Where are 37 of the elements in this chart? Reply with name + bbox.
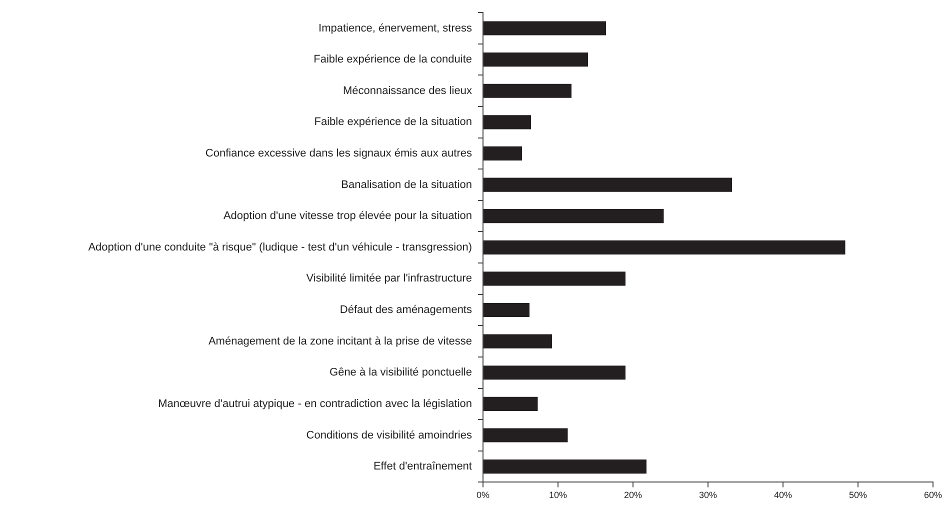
bar bbox=[484, 146, 522, 161]
bar bbox=[484, 21, 606, 36]
y-tick-label: Méconnaissance des lieux bbox=[342, 84, 472, 97]
y-tick-label: Gêne à la visibilité ponctuelle bbox=[330, 366, 472, 379]
bar bbox=[484, 272, 626, 286]
y-tick-label: Faible expérience de la situation bbox=[314, 116, 472, 128]
y-tick-label: Faible expérience de la conduite bbox=[314, 54, 472, 66]
bar bbox=[484, 84, 572, 98]
bar bbox=[484, 178, 732, 192]
bar bbox=[484, 396, 538, 411]
y-tick-label: Banalisation de la situation bbox=[341, 178, 472, 191]
bar bbox=[484, 209, 664, 224]
x-tick-label: 60% bbox=[924, 490, 942, 500]
bar bbox=[484, 240, 846, 254]
bar bbox=[484, 428, 568, 442]
bar bbox=[484, 334, 552, 348]
x-tick-label: 40% bbox=[774, 490, 792, 500]
y-tick-label: Conditions de visibilité amoindries bbox=[306, 429, 472, 442]
y-tick-label: Visibilité limitée par l'infrastructure bbox=[306, 272, 472, 285]
x-tick-label: 50% bbox=[848, 490, 868, 500]
y-tick-label: Confiance excessive dans les signaux émis aux autres bbox=[205, 148, 472, 160]
x-tick-label: 0% bbox=[476, 490, 490, 500]
x-tick-label: 10% bbox=[548, 490, 568, 500]
y-tick-label: Aménagement de la zone incitant à la prise de vitesse bbox=[208, 335, 472, 348]
bar bbox=[484, 52, 588, 67]
y-tick-label: Adoption d'une vitesse trop élevée pour la situation bbox=[223, 210, 472, 222]
bar bbox=[484, 302, 530, 318]
y-tick-label: Défaut des aménagements bbox=[340, 304, 472, 316]
x-tick-label: 20% bbox=[624, 490, 642, 500]
x-tick-label: 30% bbox=[698, 490, 718, 500]
y-tick-label: Adoption d'une conduite "à risque" (ludique - test d'un véhicule - transgression) bbox=[88, 241, 472, 254]
bar bbox=[484, 366, 626, 380]
y-tick-label: Impatience, énervement, stress bbox=[318, 22, 472, 34]
y-tick-label: Manœuvre d'autrui atypique - en contradiction avec la législation bbox=[158, 398, 472, 410]
bar bbox=[484, 115, 531, 130]
bar bbox=[484, 460, 646, 474]
y-tick-label: Effet d'entraînement bbox=[373, 460, 472, 473]
